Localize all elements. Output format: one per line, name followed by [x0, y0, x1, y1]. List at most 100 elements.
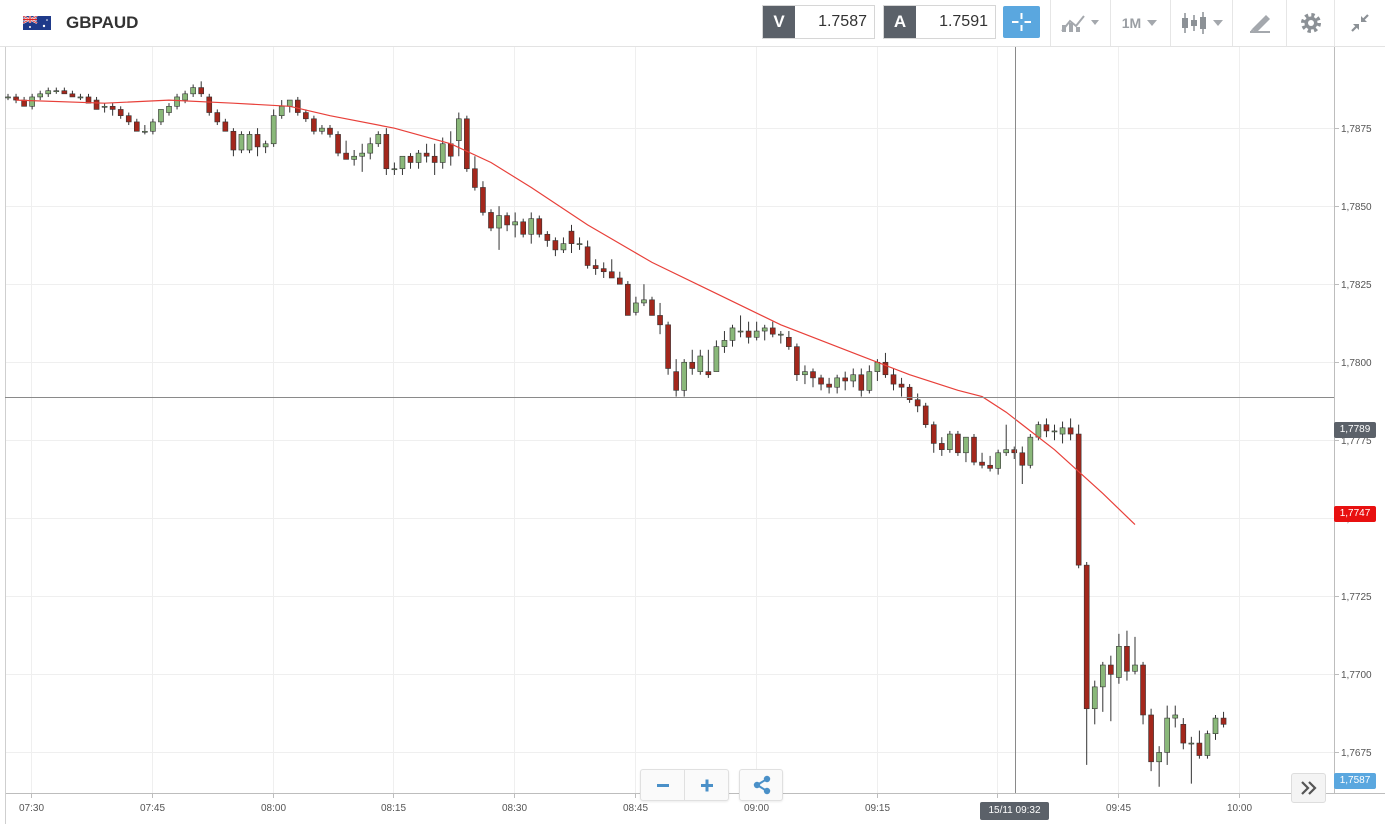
candle [117, 106, 124, 119]
candle [174, 93, 180, 110]
y-tick-label: 1,7825 [1341, 280, 1372, 291]
candle [665, 321, 671, 375]
candle [1075, 424, 1082, 569]
minus-icon [657, 784, 669, 787]
candle [1100, 661, 1106, 712]
x-tick-label: 07:45 [140, 803, 165, 814]
candle [938, 437, 945, 456]
candlestick-type-button[interactable] [1170, 0, 1232, 46]
candle [21, 96, 27, 107]
candle [150, 118, 156, 135]
candle [206, 93, 213, 116]
candle [101, 103, 108, 113]
drawing-tools-button[interactable] [1232, 0, 1286, 46]
candle [1204, 730, 1211, 759]
candle [190, 84, 196, 97]
candle [198, 81, 204, 97]
candle [383, 128, 390, 175]
candle [930, 421, 937, 453]
candle [1059, 421, 1066, 444]
candle [641, 284, 647, 307]
candle [786, 331, 792, 350]
collapse-icon [1351, 14, 1369, 32]
candle [560, 237, 567, 254]
candle [254, 128, 261, 157]
candle [158, 109, 164, 126]
buy-price-button[interactable]: A 1.7591 [883, 5, 996, 39]
candle [480, 181, 486, 216]
y-tick-label: 1,7725 [1341, 592, 1372, 603]
scroll-to-latest-button[interactable] [1291, 773, 1326, 803]
share-icon [753, 775, 771, 795]
candle [922, 402, 929, 428]
candle [1011, 446, 1018, 460]
chart-type-button[interactable] [1050, 0, 1110, 46]
candle [528, 212, 535, 244]
candle [142, 125, 148, 135]
share-button[interactable] [739, 769, 783, 801]
candle [955, 430, 961, 456]
candle [1116, 633, 1122, 684]
y-tick-label: 1,7875 [1341, 124, 1372, 135]
candle [214, 109, 221, 126]
timeframe-button[interactable]: 1M [1110, 0, 1170, 46]
candle [536, 215, 543, 238]
candle [1067, 418, 1074, 441]
candle [222, 118, 229, 132]
plus-icon [701, 779, 713, 792]
chart-canvas[interactable]: 07:30 07:45 08:00 08:15 08:30 08:45 09:00 09:15… [0, 47, 1385, 824]
candle [914, 393, 921, 413]
candle [5, 93, 11, 101]
candle [987, 455, 993, 472]
candle [125, 112, 132, 126]
candle [625, 281, 631, 316]
candle [1220, 711, 1227, 728]
price-chart[interactable]: 07:30 07:45 08:00 08:15 08:30 08:45 09:00 09:15… [0, 47, 1385, 824]
candle [1188, 736, 1195, 784]
candle [616, 271, 623, 285]
candle [496, 206, 502, 250]
candle [391, 162, 398, 175]
candle [906, 384, 913, 403]
candle [810, 368, 816, 388]
crosshair-button[interactable] [1003, 6, 1040, 38]
candle [343, 140, 349, 160]
candlestick-icon [1181, 12, 1223, 34]
y-axis-labels: 1,78751,78501,78251,78001,77751,77501,77… [1341, 124, 1372, 759]
candle [399, 155, 406, 175]
sell-price: 1.7587 [818, 13, 867, 30]
candle [713, 340, 720, 372]
candle [649, 296, 655, 316]
candle [439, 137, 446, 169]
candle [858, 368, 865, 397]
candle [1172, 705, 1179, 728]
candle [1108, 655, 1114, 722]
candle [504, 212, 510, 232]
candle [890, 368, 897, 391]
chart-type-icon [1060, 15, 1099, 32]
candle [431, 143, 438, 175]
candle [1051, 424, 1058, 441]
y-tick-label: 1,7675 [1341, 748, 1372, 759]
candle [109, 103, 116, 116]
candles [5, 81, 1227, 787]
candle [166, 103, 172, 116]
instrument-symbol: GBPAUD [66, 13, 139, 32]
collapse-button[interactable] [1334, 0, 1385, 46]
zoom-in-button[interactable] [685, 770, 729, 800]
settings-button[interactable] [1286, 0, 1334, 46]
x-tick-label: 09:15 [865, 803, 890, 814]
candle [866, 365, 873, 394]
candle [705, 349, 712, 378]
y-tick-label: 1,7800 [1341, 358, 1372, 369]
candle [335, 131, 341, 157]
sell-price-button[interactable]: V 1.7587 [762, 5, 875, 39]
candle [13, 93, 19, 104]
candle [1164, 705, 1170, 765]
candle [681, 359, 688, 397]
candle [45, 87, 52, 97]
zoom-out-button[interactable] [641, 770, 685, 800]
double-chevron-right-icon [1301, 781, 1317, 795]
candle [657, 302, 663, 335]
candle [947, 430, 953, 453]
